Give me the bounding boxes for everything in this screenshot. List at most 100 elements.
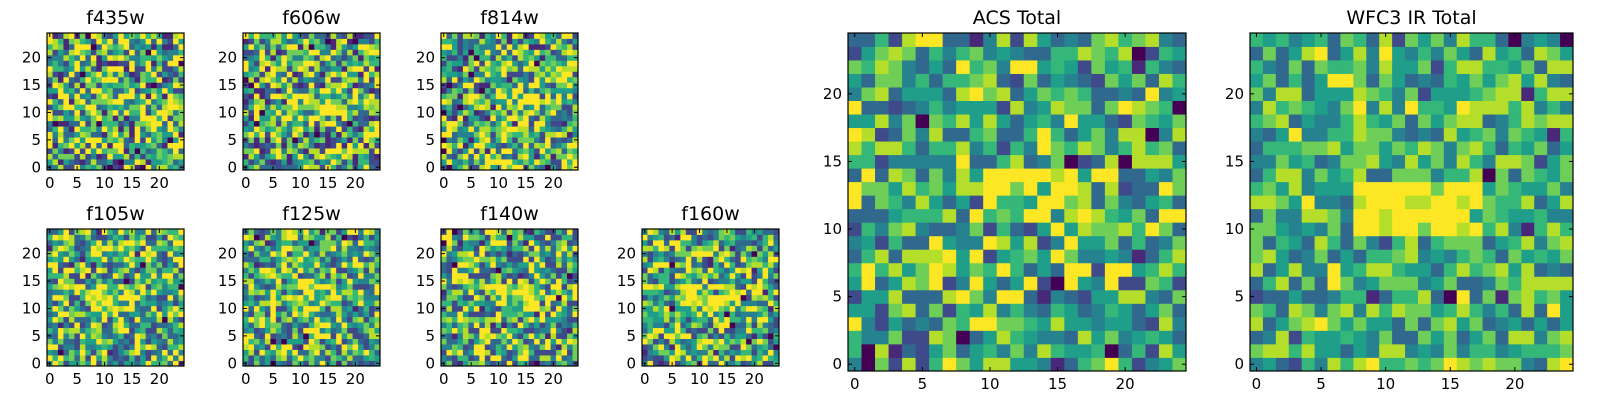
heatmap-cell	[248, 278, 255, 285]
heatmap-cell	[713, 333, 720, 339]
heatmap-cell	[352, 65, 359, 72]
heatmap-cell	[341, 355, 348, 361]
heatmap-cell	[347, 267, 353, 274]
heatmap-cell	[292, 109, 299, 116]
heatmap-cell	[57, 360, 64, 367]
heatmap-cell	[57, 316, 64, 323]
heatmap-cell	[512, 245, 519, 252]
heatmap-cell	[314, 355, 321, 361]
heatmap-cell	[451, 126, 458, 133]
chart-title: f140w	[480, 203, 539, 225]
heatmap-cell	[112, 294, 119, 301]
heatmap-cell	[669, 234, 676, 241]
heatmap-cell	[506, 355, 513, 361]
heatmap-cell	[680, 250, 687, 257]
heatmap-cell	[101, 250, 108, 257]
heatmap-cell	[129, 98, 136, 105]
heatmap-cell	[479, 49, 486, 56]
heatmap-cell	[47, 60, 53, 67]
heatmap-cell	[140, 43, 147, 50]
heatmap-cell	[270, 49, 277, 56]
heatmap-cell	[534, 33, 541, 39]
heatmap-cell	[303, 283, 310, 290]
heatmap-cell	[303, 131, 310, 138]
heatmap-cell	[556, 43, 562, 50]
heatmap-cell	[134, 87, 141, 94]
heatmap-cell	[151, 349, 157, 356]
heatmap-cell	[735, 239, 742, 246]
heatmap-cell	[85, 344, 92, 350]
heatmap-cell	[325, 267, 332, 274]
heatmap-cell	[68, 148, 75, 154]
heatmap-cell	[691, 283, 698, 290]
heatmap-cell	[314, 267, 321, 274]
heatmap-cell	[90, 360, 97, 367]
heatmap-cell	[501, 272, 508, 279]
heatmap-cell	[539, 355, 546, 361]
heatmap-cell	[292, 60, 299, 67]
heatmap-cell	[441, 76, 447, 83]
heatmap-cell	[534, 349, 541, 356]
heatmap-cell	[561, 294, 568, 301]
heatmap-cell	[275, 256, 282, 263]
heatmap-cell	[308, 93, 315, 100]
heatmap-cell	[451, 131, 458, 138]
heatmap-cell	[292, 250, 299, 257]
heatmap-cell	[479, 234, 486, 241]
heatmap-cell	[167, 327, 174, 334]
heatmap-cell	[151, 120, 157, 127]
heatmap-cell	[85, 322, 92, 329]
heatmap-cell	[270, 131, 277, 138]
heatmap-cell	[145, 164, 152, 171]
heatmap-cell	[123, 137, 130, 143]
heatmap-cell	[118, 93, 125, 100]
heatmap-cell	[1158, 330, 1173, 345]
heatmap-cell	[63, 316, 70, 323]
heatmap-cell	[1104, 330, 1119, 345]
heatmap-cell	[369, 142, 375, 149]
heatmap-cell	[523, 109, 530, 116]
heatmap-cell	[473, 126, 480, 133]
heatmap-cell	[151, 234, 157, 241]
heatmap-cell	[506, 322, 513, 329]
heatmap-cell	[314, 120, 321, 127]
heatmap-cell	[539, 349, 546, 356]
heatmap-cell	[363, 120, 370, 127]
heatmap-cell	[523, 267, 530, 274]
heatmap-cell	[79, 54, 86, 61]
heatmap-cell	[567, 71, 573, 78]
heatmap-cell	[528, 239, 535, 246]
heatmap-cell	[270, 120, 277, 127]
heatmap-cell	[724, 344, 731, 350]
heatmap-cell	[512, 316, 519, 323]
heatmap-cell	[1037, 330, 1052, 345]
heatmap-cell	[270, 250, 277, 257]
heatmap-cell	[669, 349, 676, 356]
heatmap-cell	[319, 93, 326, 100]
heatmap-cell	[495, 349, 502, 356]
heatmap-cell	[270, 109, 277, 116]
heatmap-cell	[259, 300, 266, 307]
heatmap-cell	[74, 87, 81, 94]
heatmap-cell	[162, 267, 168, 274]
heatmap-cell	[253, 333, 260, 339]
heatmap-cell	[253, 338, 260, 345]
heatmap-cell	[369, 344, 375, 350]
heatmap-cell	[696, 283, 703, 290]
heatmap-cell	[79, 355, 86, 361]
heatmap-cell	[473, 305, 480, 312]
heatmap-cell	[545, 250, 551, 257]
heatmap-cell	[495, 267, 502, 274]
heatmap-cell	[369, 109, 375, 116]
heatmap-cell	[270, 333, 277, 339]
heatmap-cell	[567, 82, 573, 89]
heatmap-cell	[156, 245, 163, 252]
heatmap-cell	[495, 311, 502, 318]
heatmap-cell	[929, 154, 944, 169]
heatmap-cell	[567, 33, 573, 39]
heatmap-cell	[118, 126, 125, 133]
heatmap-cell	[162, 82, 168, 89]
heatmap-cell	[253, 305, 260, 312]
heatmap-cell	[57, 137, 64, 143]
heatmap-cell	[768, 338, 774, 345]
